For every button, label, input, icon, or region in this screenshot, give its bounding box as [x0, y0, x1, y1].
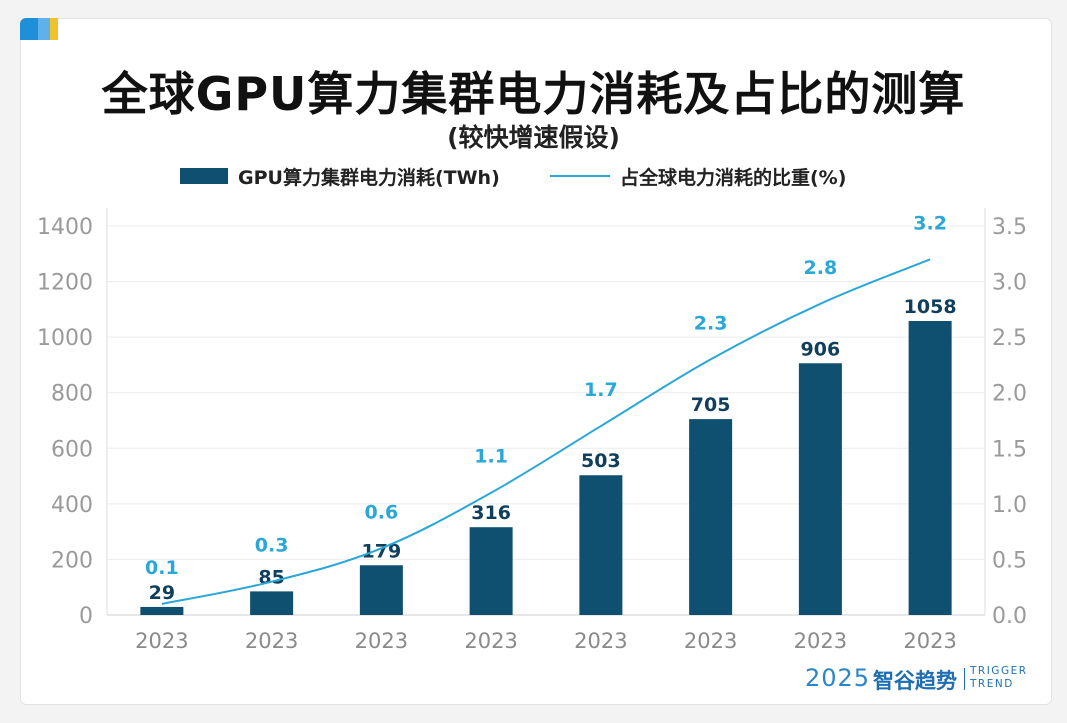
line-value-label: 0.3: [255, 535, 289, 557]
line-value-label: 1.7: [584, 379, 618, 401]
bar-value-label: 503: [581, 450, 621, 472]
y-right-tick-label: 1.0: [992, 493, 1027, 518]
chart-subtitle: (较快增速假设): [447, 123, 620, 152]
y-right-tick-label: 1.5: [992, 437, 1027, 462]
y-right-tick-label: 0.0: [992, 604, 1027, 629]
x-tick-label: 2023: [903, 629, 956, 653]
bar: [469, 527, 513, 615]
chart-card: [20, 18, 1052, 705]
x-tick-label: 2023: [794, 629, 847, 653]
y-left-tick-label: 0: [79, 604, 93, 629]
x-tick-label: 2023: [684, 629, 737, 653]
y-right-tick-label: 3.5: [992, 215, 1027, 240]
y-right-tick-label: 2.0: [992, 382, 1027, 407]
x-tick-label: 2023: [464, 629, 517, 653]
line-value-label: 2.3: [694, 312, 728, 334]
y-left-tick-label: 1000: [37, 326, 93, 351]
chart-title: 全球GPU算力集群电力消耗及占比的测算: [101, 67, 966, 121]
x-tick-label: 2023: [135, 629, 188, 653]
line-value-label: 3.2: [913, 212, 947, 234]
bar-value-label: 1058: [904, 296, 957, 318]
bar: [798, 363, 842, 615]
line-value-label: 0.1: [145, 557, 179, 579]
bar-value-label: 85: [258, 566, 284, 588]
x-tick-label: 2023: [355, 629, 408, 653]
y-left-tick-label: 400: [51, 493, 93, 518]
bar-value-label: 316: [471, 502, 511, 524]
y-right-tick-label: 2.5: [992, 326, 1027, 351]
y-right-tick-label: 3.0: [992, 271, 1027, 296]
bar: [689, 419, 733, 615]
line-value-label: 2.8: [804, 257, 838, 279]
share-line: [161, 258, 931, 605]
x-tick-label: 2023: [574, 629, 627, 653]
y-right-tick-label: 0.5: [992, 548, 1027, 573]
bar: [140, 606, 184, 615]
y-left-tick-label: 200: [51, 548, 93, 573]
y-left-tick-label: 1400: [37, 215, 93, 240]
y-left-tick-label: 800: [51, 382, 93, 407]
line-value-label: 1.1: [474, 446, 508, 468]
legend-line-label: 占全球电力消耗的比重(%): [620, 167, 847, 189]
legend-line-swatch: [550, 175, 610, 177]
bar-value-label: 705: [691, 394, 731, 416]
bar-value-label: 906: [801, 338, 841, 360]
bar: [250, 591, 294, 615]
legend-bar-swatch: [180, 168, 228, 184]
watermark-year: 2025: [805, 664, 871, 692]
watermark-en: TRIGGER TREND: [970, 665, 1028, 690]
y-left-tick-label: 600: [51, 437, 93, 462]
line-value-label: 0.6: [365, 501, 399, 523]
bar: [579, 475, 623, 615]
legend-bar-label: GPU算力集群电力消耗(TWh): [238, 167, 500, 189]
corner-accent: [20, 18, 60, 40]
watermark-brand: 智谷趋势: [873, 669, 957, 693]
bar: [359, 565, 403, 615]
bar: [908, 321, 952, 615]
watermark-divider: [964, 668, 965, 690]
y-left-tick-label: 1200: [37, 271, 93, 296]
x-tick-label: 2023: [245, 629, 298, 653]
bar-value-label: 179: [362, 540, 402, 562]
bar-value-label: 29: [149, 582, 175, 604]
